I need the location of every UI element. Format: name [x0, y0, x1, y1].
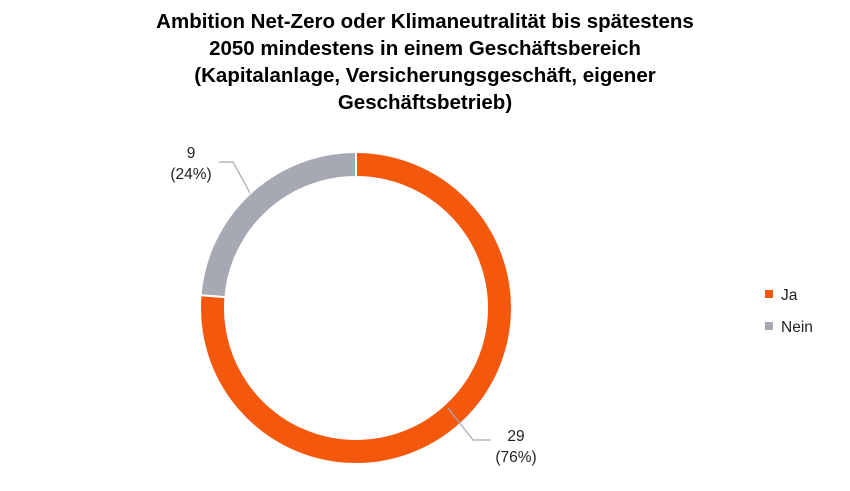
- chart-title-line-2: 2050 mindestens in einem Geschäftsbereic…: [209, 37, 641, 60]
- slice-ja: [199, 150, 513, 465]
- legend-swatch-ja: [765, 290, 773, 298]
- legend-swatch-nein: [765, 322, 773, 330]
- donut-slices: [199, 150, 513, 465]
- chart-title-line-3: (Kapitalanlage, Versicherungsgeschäft, e…: [194, 64, 656, 87]
- slice-nein: [199, 150, 357, 299]
- chart-title-line-1: Ambition Net-Zero oder Klimaneutralität …: [156, 10, 694, 33]
- leader-line-nein: [219, 161, 251, 194]
- data-label-nein-value: 9: [187, 145, 196, 162]
- chart-title: Ambition Net-Zero oder Klimaneutralität …: [75, 8, 775, 116]
- legend: Ja Nein: [765, 287, 813, 336]
- data-label-ja-value: 29: [507, 428, 524, 445]
- data-label-ja-percent: (76%): [495, 449, 536, 466]
- legend-label-nein: Nein: [781, 319, 813, 336]
- data-label-nein-percent: (24%): [170, 166, 211, 183]
- leader-line-ja: [447, 407, 491, 441]
- legend-label-ja: Ja: [781, 287, 798, 304]
- chart-title-line-4: Geschäftsbetrieb): [337, 91, 513, 114]
